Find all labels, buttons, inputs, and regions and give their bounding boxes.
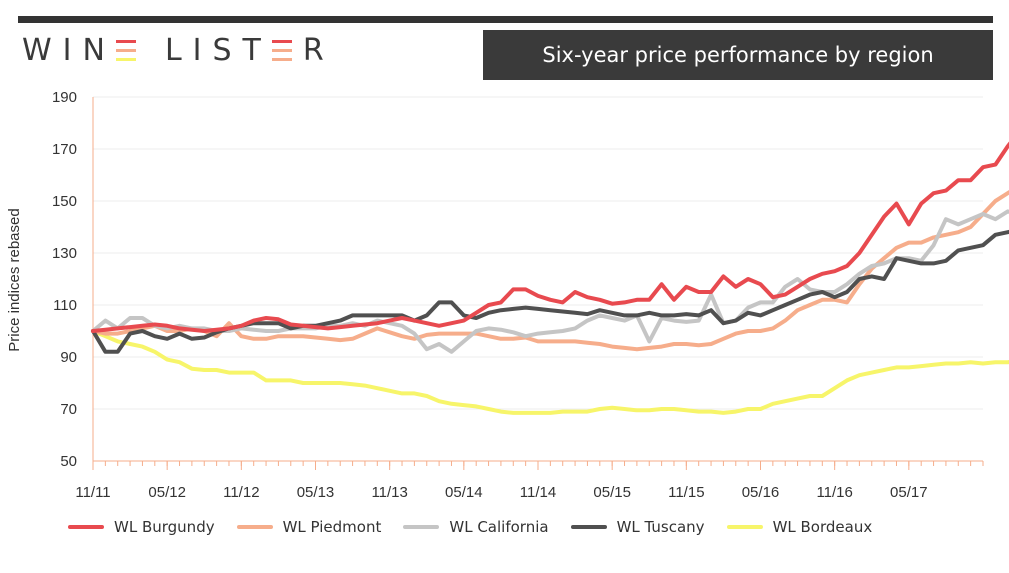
y-tick-label: 90 <box>60 349 77 366</box>
logo-e-glyph-yellow <box>115 38 136 62</box>
top-rule <box>18 16 993 23</box>
series-line-wl-bordeaux <box>91 329 1009 415</box>
legend-item-wl-california: WL California <box>403 518 549 536</box>
legend-label: WL Burgundy <box>114 518 215 536</box>
legend-swatch <box>726 525 763 529</box>
legend-label: WL Tuscany <box>616 518 705 536</box>
x-tick-label: 11/11 <box>75 484 110 501</box>
x-tick-label: 05/15 <box>593 484 631 501</box>
y-tick-label: 130 <box>52 245 77 262</box>
legend-swatch <box>570 525 607 529</box>
logo-e-glyph-orange <box>271 38 292 62</box>
wine-lister-logo: WIN LIST R <box>22 30 335 70</box>
legend-label: WL Bordeaux <box>772 518 873 536</box>
logo-text-left: WIN <box>22 32 116 68</box>
series-line-wl-tuscany <box>91 229 1009 354</box>
legend-item-wl-tuscany: WL Tuscany <box>570 518 705 536</box>
logo-text-right-2: R <box>302 32 335 68</box>
y-tick-label: 50 <box>60 453 77 470</box>
legend-swatch <box>68 525 104 529</box>
y-tick-label: 190 <box>52 89 77 106</box>
legend-item-wl-piedmont: WL Piedmont <box>236 518 382 536</box>
legend-swatch <box>236 525 273 529</box>
x-tick-label: 05/16 <box>742 484 780 501</box>
y-tick-label: 110 <box>53 297 77 314</box>
chart-title-box: Six-year price performance by region <box>483 30 993 80</box>
legend-item-wl-bordeaux: WL Bordeaux <box>726 518 873 536</box>
x-tick-label: 11/12 <box>223 484 259 501</box>
legend-label: WL Piedmont <box>282 518 382 536</box>
legend-item-wl-burgundy: WL Burgundy <box>68 518 215 536</box>
x-tick-label: 05/12 <box>148 484 186 501</box>
y-tick-label: 170 <box>52 141 77 158</box>
x-tick-label: 05/13 <box>297 484 335 501</box>
y-tick-label: 70 <box>60 401 77 418</box>
chart-legend: WL Burgundy WL Piedmont WL California WL Tu… <box>68 518 894 536</box>
x-tick-label: 11/13 <box>371 484 407 501</box>
series-line-wl-california <box>91 209 1009 354</box>
x-tick-label: 11/14 <box>520 484 556 501</box>
legend-swatch <box>403 525 440 529</box>
x-tick-label: 05/17 <box>890 484 928 501</box>
series-line-wl-burgundy <box>91 141 1009 333</box>
x-tick-label: 11/15 <box>668 484 704 501</box>
x-tick-label: 05/14 <box>445 484 483 501</box>
y-tick-label: 150 <box>52 193 77 210</box>
logo-text-right-1: LIST <box>164 32 272 68</box>
chart-title: Six-year price performance by region <box>542 43 934 67</box>
x-tick-label: 11/16 <box>816 484 852 501</box>
legend-label: WL California <box>449 518 549 536</box>
